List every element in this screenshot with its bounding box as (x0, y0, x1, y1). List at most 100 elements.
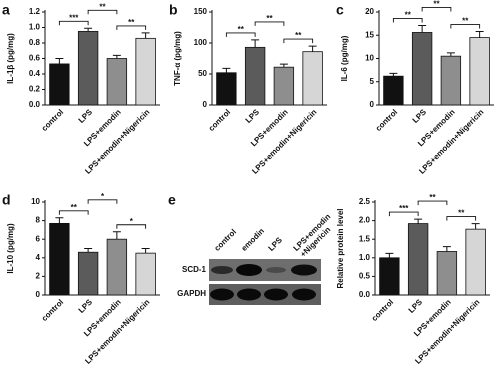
y-tick-label: 0.0 (359, 290, 371, 299)
blot-strip (209, 259, 321, 281)
row-label: SCD-1 (182, 265, 207, 274)
band (266, 267, 286, 273)
significance-bracket (87, 9, 118, 15)
chart-panel: a IL-1β (pg/mg) 0.0 0.2 0.4 0.6 0.8 1.0 1.2 contr… (2, 2, 160, 176)
error-bar (55, 217, 64, 224)
bar (106, 238, 128, 296)
x-tick-label: control (40, 298, 66, 324)
x-tick-label: LPS (407, 297, 425, 315)
y-tick-label: 8 (36, 216, 41, 225)
significance-bracket (392, 18, 423, 23)
lane-label: control (213, 227, 239, 253)
x-tick-label: control (40, 108, 66, 134)
x-tick-label: control (370, 298, 396, 324)
error-bar (55, 58, 64, 64)
significance-label: ** (128, 18, 135, 27)
y-tick-label: 2.5 (359, 197, 371, 206)
bar (273, 66, 295, 106)
bar (106, 58, 128, 106)
row-label: GAPDH (177, 289, 206, 298)
panel-label: a (2, 2, 10, 18)
x-tick-label: LPS (244, 107, 262, 125)
bar (77, 251, 99, 296)
lane-label: emodin (240, 226, 267, 253)
error-bar (475, 31, 484, 38)
error-bar (112, 231, 121, 240)
y-tick-label: 2.0 (359, 216, 371, 225)
bar (407, 223, 429, 296)
y-tick-label: 50 (198, 69, 207, 78)
y-tick-label: 2 (36, 272, 41, 281)
y-tick-label: 100 (194, 38, 208, 47)
error-bar (385, 252, 394, 258)
y-tick-label: 10 (365, 54, 374, 63)
y-axis-label: TNF-α (pg/mg) (173, 31, 182, 86)
error-bar (141, 248, 150, 254)
y-tick-label: 5 (370, 77, 375, 86)
bar (77, 30, 99, 106)
panel-label: c (336, 2, 344, 18)
significance-label: ** (99, 2, 106, 11)
significance-bracket (421, 7, 452, 12)
significance-bracket (446, 216, 477, 221)
y-axis-label: IL-6 (pg/mg) (340, 35, 349, 81)
y-tick-label: 1.0 (29, 23, 41, 32)
band (237, 288, 261, 301)
error-bar (84, 248, 93, 253)
y-tick-label: 0.0 (29, 100, 41, 109)
x-tick-label: control (207, 108, 233, 134)
significance-label: ** (433, 0, 440, 9)
error-bar (418, 24, 427, 33)
y-tick-label: 0.8 (29, 38, 41, 47)
significance-label: ** (405, 11, 412, 20)
panel-label: b (169, 2, 178, 18)
y-tick-label: 0 (36, 290, 41, 299)
significance-bracket (450, 24, 481, 29)
panel-label: e (168, 192, 176, 208)
significance-label: * (130, 217, 134, 226)
significance-bracket (116, 224, 147, 229)
band (292, 288, 316, 301)
error-bar (112, 54, 121, 59)
error-bar (279, 63, 288, 68)
x-tick-label: control (374, 108, 400, 134)
error-bar (389, 72, 398, 77)
bar (436, 251, 458, 296)
band (291, 264, 317, 276)
bar (440, 55, 462, 106)
significance-bracket (225, 32, 256, 37)
band (236, 264, 262, 276)
chart-panel: Relative protein level 0.0 0.5 1.0 1.5 2.0 2.5… (336, 193, 490, 366)
y-tick-label: 4 (36, 253, 41, 262)
y-axis-label: Relative protein level (336, 208, 345, 288)
y-axis-label: IL-1β (pg/mg) (6, 33, 15, 84)
significance-label: *** (399, 204, 409, 213)
significance-label: ** (429, 193, 436, 202)
significance-label: ** (458, 209, 465, 218)
error-bar (308, 45, 317, 52)
bar (411, 32, 433, 106)
y-tick-label: 0.2 (29, 85, 41, 94)
y-tick-label: 0.4 (29, 69, 41, 78)
significance-bracket (283, 38, 314, 44)
band (264, 288, 288, 301)
significance-bracket (87, 199, 118, 204)
y-tick-label: 1.5 (359, 234, 371, 243)
bar (469, 37, 490, 106)
blot-panel: e control emodin LPS LPS+emodin +Nigeric… (168, 192, 332, 305)
band (211, 266, 233, 274)
significance-label: ** (462, 17, 469, 26)
significance-label: ** (295, 31, 302, 40)
significance-bracket (58, 210, 89, 215)
x-tick-label: LPS (77, 107, 95, 125)
y-axis-label: IL-10 (pg/mg) (6, 223, 15, 274)
lane-label: LPS (267, 235, 285, 253)
y-tick-label: 20 (365, 7, 374, 16)
bar (135, 37, 156, 106)
significance-label: *** (69, 13, 79, 22)
bar (379, 257, 400, 296)
bar (216, 72, 237, 106)
bar (244, 46, 266, 106)
